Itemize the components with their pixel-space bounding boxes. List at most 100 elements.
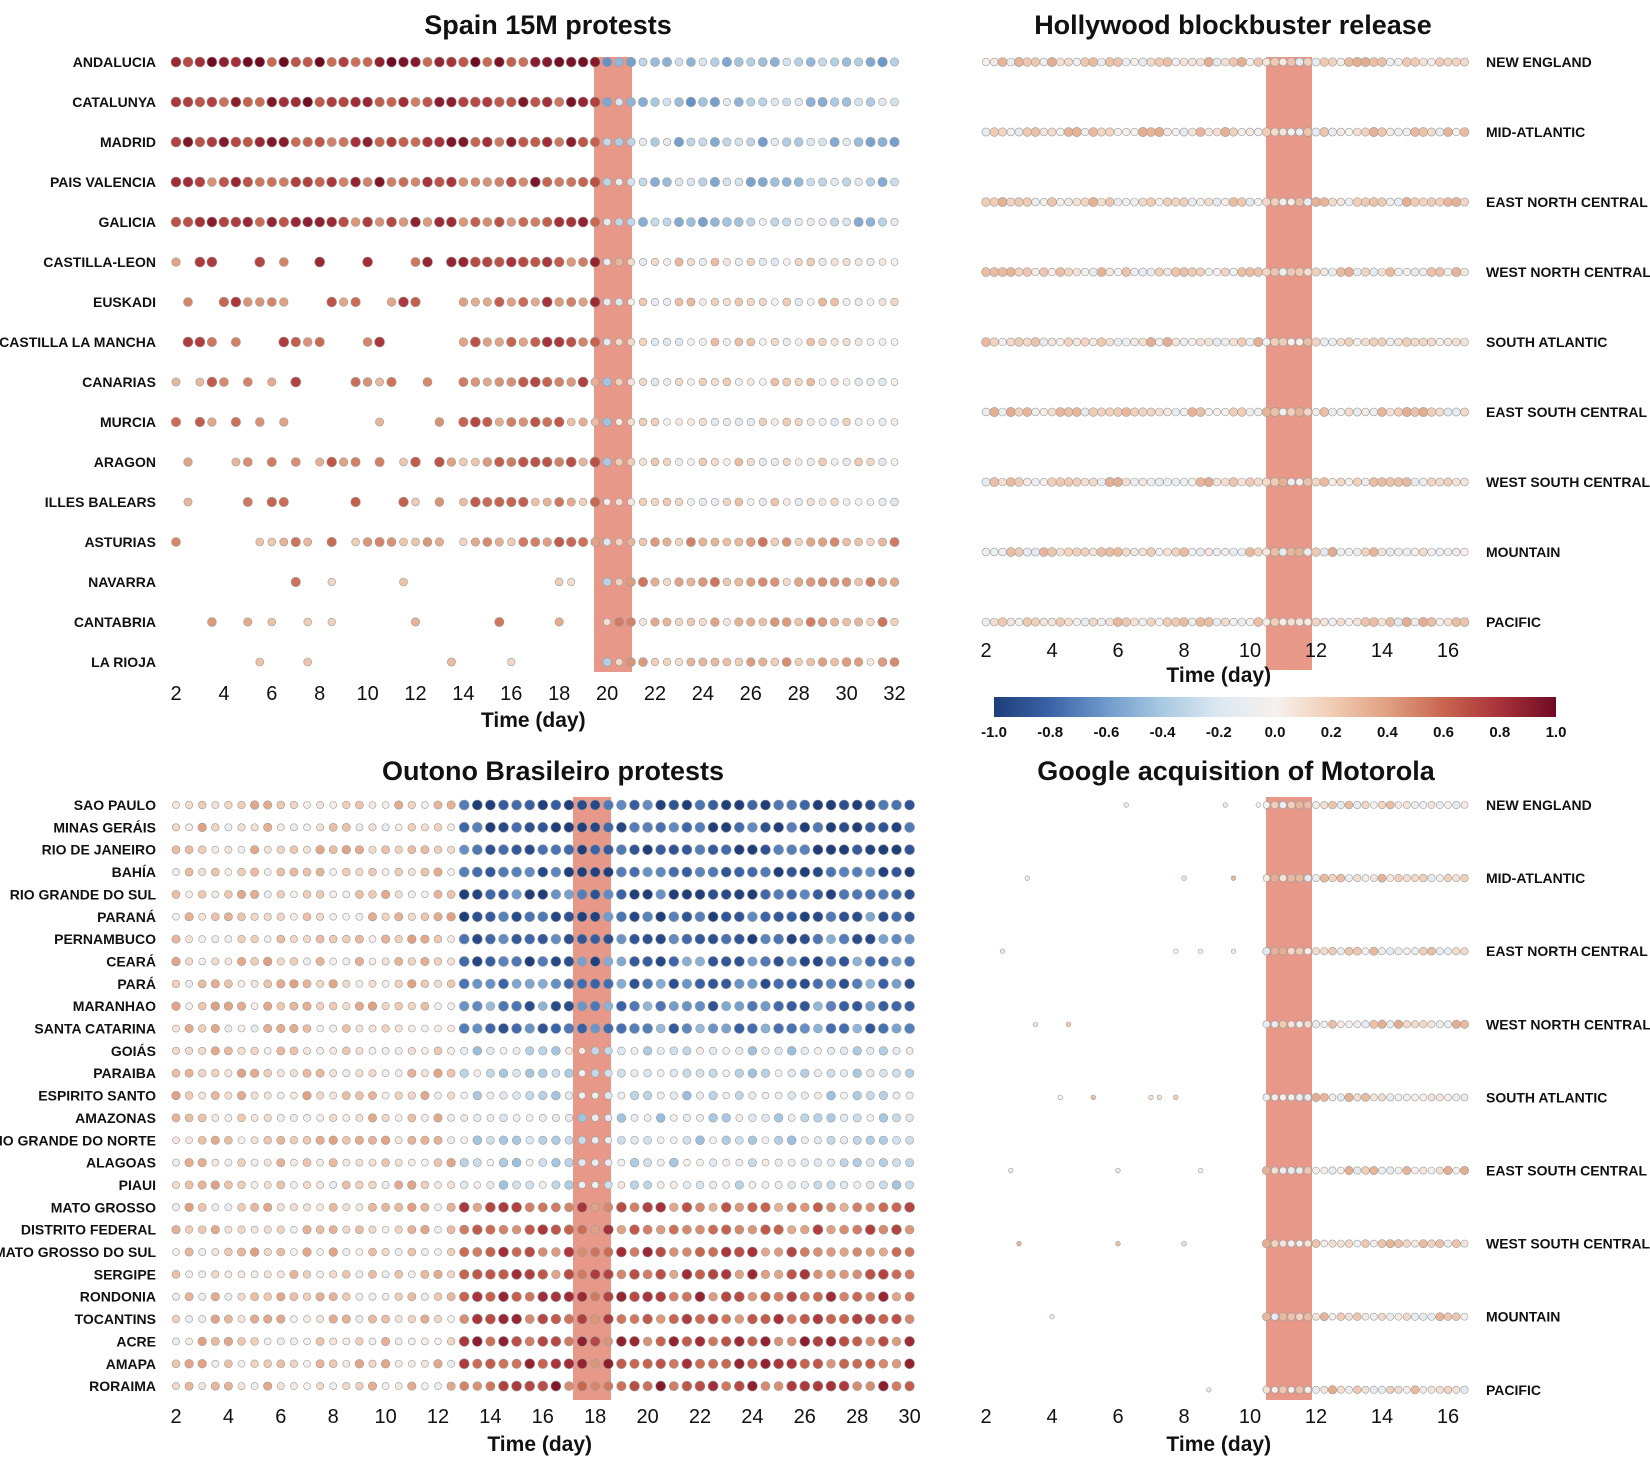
data-point <box>721 1135 731 1145</box>
data-point <box>825 1313 837 1325</box>
data-point <box>1137 127 1148 137</box>
data-point <box>506 377 517 387</box>
data-point <box>1385 617 1396 627</box>
data-point <box>656 1069 665 1077</box>
data-point <box>1295 873 1304 883</box>
data-point <box>904 956 915 967</box>
data-point <box>394 1270 404 1279</box>
data-point <box>1278 337 1288 347</box>
data-point <box>482 297 492 307</box>
data-point <box>434 96 445 108</box>
data-point <box>577 1269 587 1280</box>
data-point <box>541 96 553 108</box>
data-point <box>786 1000 798 1012</box>
data-point <box>447 1024 455 1033</box>
data-point <box>904 1336 915 1347</box>
data-point <box>650 657 660 667</box>
data-point <box>602 337 612 347</box>
data-point <box>786 1135 797 1145</box>
data-point <box>638 137 648 147</box>
data-point <box>224 1292 233 1301</box>
data-point <box>1386 407 1395 417</box>
data-point <box>206 96 218 108</box>
data-point <box>1336 337 1346 347</box>
data-point <box>1056 547 1065 557</box>
data-point <box>760 889 771 900</box>
data-point <box>669 1046 679 1056</box>
data-point <box>681 889 693 900</box>
data-point <box>1344 1166 1354 1176</box>
x-tick-label: 24 <box>692 683 714 705</box>
data-point <box>589 844 601 856</box>
data-point <box>1361 337 1370 347</box>
data-point <box>578 417 588 427</box>
data-point <box>551 1135 561 1145</box>
data-point <box>1394 873 1403 883</box>
data-point <box>1146 127 1156 137</box>
data-point <box>198 1292 207 1301</box>
data-point <box>602 822 614 833</box>
data-point <box>1148 1094 1154 1100</box>
data-point <box>289 935 298 944</box>
data-point <box>997 267 1008 277</box>
data-point <box>1303 800 1313 810</box>
data-point <box>276 1158 286 1167</box>
data-point <box>434 1248 442 1256</box>
data-point <box>643 1158 652 1167</box>
data-point <box>1047 407 1057 417</box>
data-point <box>794 617 804 627</box>
data-point <box>699 338 707 346</box>
data-point <box>760 866 771 878</box>
data-point <box>794 57 804 67</box>
data-point <box>498 866 509 878</box>
data-point <box>720 1202 732 1213</box>
data-point <box>830 297 839 307</box>
data-point <box>650 137 660 147</box>
data-point <box>1245 127 1255 137</box>
data-point <box>1072 197 1082 207</box>
data-point <box>904 911 915 923</box>
data-point <box>799 799 811 811</box>
data-point <box>302 890 312 899</box>
data-point <box>420 867 430 877</box>
data-point <box>459 1158 469 1168</box>
data-point <box>530 497 540 507</box>
data-point <box>410 177 421 187</box>
data-point <box>355 1024 364 1033</box>
data-point <box>338 216 349 228</box>
data-point <box>184 1091 194 1100</box>
data-point <box>1360 57 1371 67</box>
data-point <box>263 890 272 899</box>
data-point <box>616 889 627 900</box>
data-point <box>505 176 517 188</box>
data-point <box>395 1114 403 1122</box>
data-point <box>904 978 915 990</box>
data-point <box>290 137 301 148</box>
data-point <box>1337 1020 1345 1029</box>
data-point <box>420 1091 430 1101</box>
data-point <box>511 866 522 878</box>
data-point <box>877 657 888 667</box>
data-point <box>892 1158 901 1167</box>
data-point <box>865 177 875 187</box>
data-point <box>498 889 509 900</box>
data-point <box>642 956 653 967</box>
data-point <box>760 1313 771 1325</box>
data-point <box>512 1046 521 1055</box>
x-tick-label: 20 <box>596 683 618 705</box>
data-point <box>1418 407 1429 417</box>
data-point <box>1344 946 1354 956</box>
data-point <box>878 1135 888 1145</box>
data-point <box>1295 1312 1304 1321</box>
data-point <box>420 1314 430 1324</box>
data-point <box>1071 127 1082 137</box>
data-point <box>838 1023 850 1034</box>
data-point <box>1055 617 1065 627</box>
data-point <box>407 1314 416 1324</box>
data-point <box>602 1313 614 1325</box>
data-point <box>394 1180 404 1190</box>
data-point <box>185 935 193 943</box>
data-point <box>603 1001 614 1011</box>
data-point <box>266 56 277 67</box>
data-point <box>407 1225 417 1235</box>
